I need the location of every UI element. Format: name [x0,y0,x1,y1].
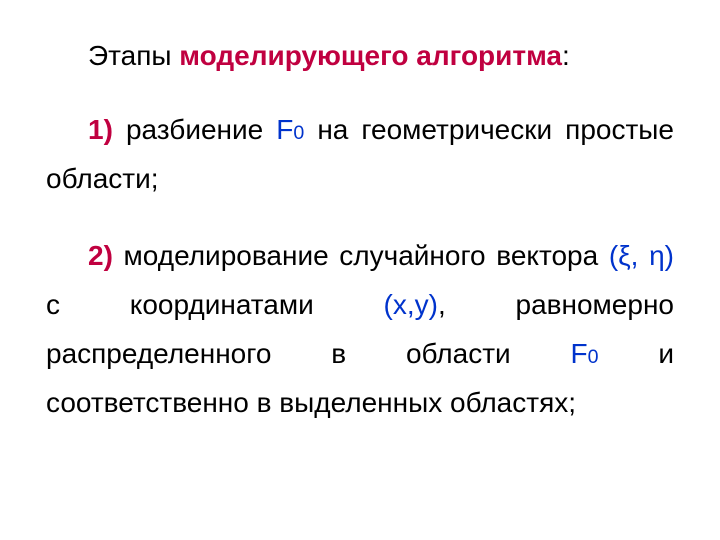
item-2: 2) моделирование случайного вектора (ξ, … [46,231,674,427]
item-2-subscript-0: 0 [588,346,599,368]
item-2-xy: (x,y) [384,289,438,320]
slide: Этапы моделирующего алгоритма: 1) разбие… [0,0,720,540]
item-1-text-a: разбиение [113,114,276,145]
heading-pre: Этапы [88,40,179,71]
item-1-subscript-0: 0 [293,122,304,144]
heading-line: Этапы моделирующего алгоритма: [46,34,674,77]
item-2-symbol-F: F [571,338,588,369]
heading-post: : [562,40,570,71]
item-2-text-b: с координатами [46,289,384,320]
item-2-number: 2) [88,240,113,271]
item-1-symbol-F: F [276,114,293,145]
item-1: 1) разбиение F0 на геометрически простые… [46,105,674,203]
item-1-number: 1) [88,114,113,145]
heading-emph: моделирующего алгоритма [179,40,562,71]
item-2-text-a: моделирование случайного вектора [113,240,609,271]
item-2-vector: (ξ, η) [609,240,674,271]
